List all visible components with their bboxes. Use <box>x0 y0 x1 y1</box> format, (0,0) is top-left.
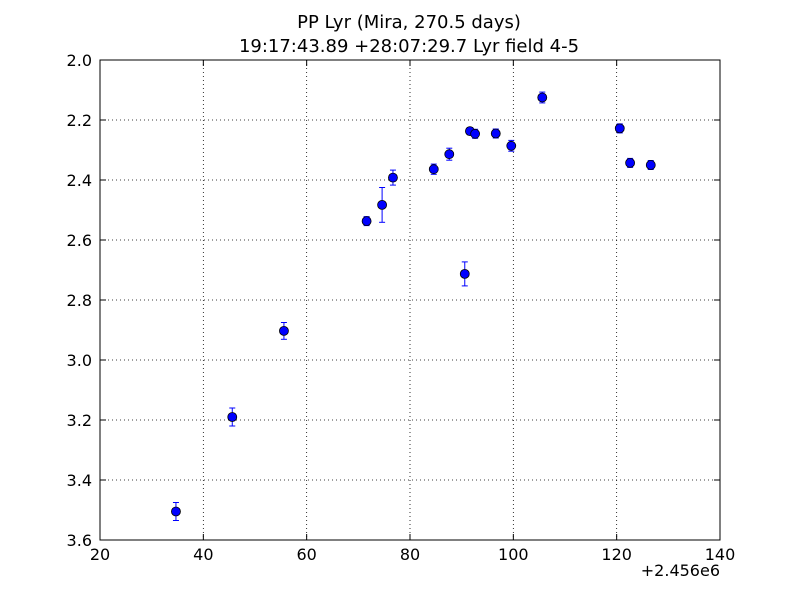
plot-frame <box>99 59 721 541</box>
data-marker <box>625 157 635 168</box>
data-point <box>614 123 625 134</box>
x-tick-label: 20 <box>90 545 110 564</box>
y-tick-label: 2.2 <box>67 111 92 130</box>
x-tick-label: 80 <box>400 545 420 564</box>
y-tick-label: 2.6 <box>67 231 92 250</box>
data-point <box>279 322 289 340</box>
x-tick-label: 100 <box>498 545 529 564</box>
data-point <box>645 160 656 170</box>
data-marker <box>470 128 481 139</box>
data-marker <box>444 149 455 160</box>
x-tick-label: 60 <box>296 545 316 564</box>
chart-subtitle: 19:17:43.89 +28:07:29.7 Lyr field 4-5 <box>238 36 580 57</box>
x-axis-offset-label: +2.456e6 <box>641 561 720 580</box>
axis-ticks: 20 40 60 80 100 120 140 2.0 2.2 2.4 2.6 2.8 3.0 3.2 3.… <box>67 51 736 564</box>
data-marker <box>361 216 372 227</box>
data-marker <box>537 92 548 103</box>
data-point <box>490 128 501 139</box>
y-tick-label: 3.4 <box>67 471 92 490</box>
y-tick-label: 3.2 <box>67 411 92 430</box>
y-tick-label: 2.0 <box>67 51 92 70</box>
x-tick-label: 140 <box>705 545 736 564</box>
data-marker <box>490 128 501 139</box>
data-marker <box>388 172 398 183</box>
x-tick-label: 120 <box>601 545 632 564</box>
grid-lines <box>100 60 720 540</box>
data-point <box>377 187 388 223</box>
data-point <box>227 407 238 427</box>
data-points <box>171 91 656 521</box>
data-point <box>361 216 372 227</box>
y-tick-label: 3.0 <box>67 351 92 370</box>
data-marker <box>506 140 517 151</box>
data-marker <box>279 325 289 336</box>
data-point <box>506 139 517 152</box>
data-marker <box>459 268 470 279</box>
data-point <box>444 147 455 161</box>
data-marker <box>428 164 439 175</box>
chart-title: PP Lyr (Mira, 270.5 days) <box>297 12 521 33</box>
data-point <box>388 169 398 186</box>
data-point <box>537 91 548 104</box>
data-point <box>625 157 635 168</box>
data-marker <box>377 199 388 210</box>
data-marker <box>645 160 656 170</box>
data-marker <box>171 506 181 517</box>
x-tick-label: 40 <box>193 545 213 564</box>
data-marker <box>227 412 238 422</box>
data-point <box>459 261 470 287</box>
y-tick-label: 2.8 <box>67 291 92 310</box>
y-tick-label: 3.6 <box>67 531 92 550</box>
data-point <box>171 502 181 521</box>
data-point <box>428 163 439 175</box>
data-point <box>470 128 481 139</box>
y-tick-label: 2.4 <box>67 171 92 190</box>
data-marker <box>614 123 625 134</box>
